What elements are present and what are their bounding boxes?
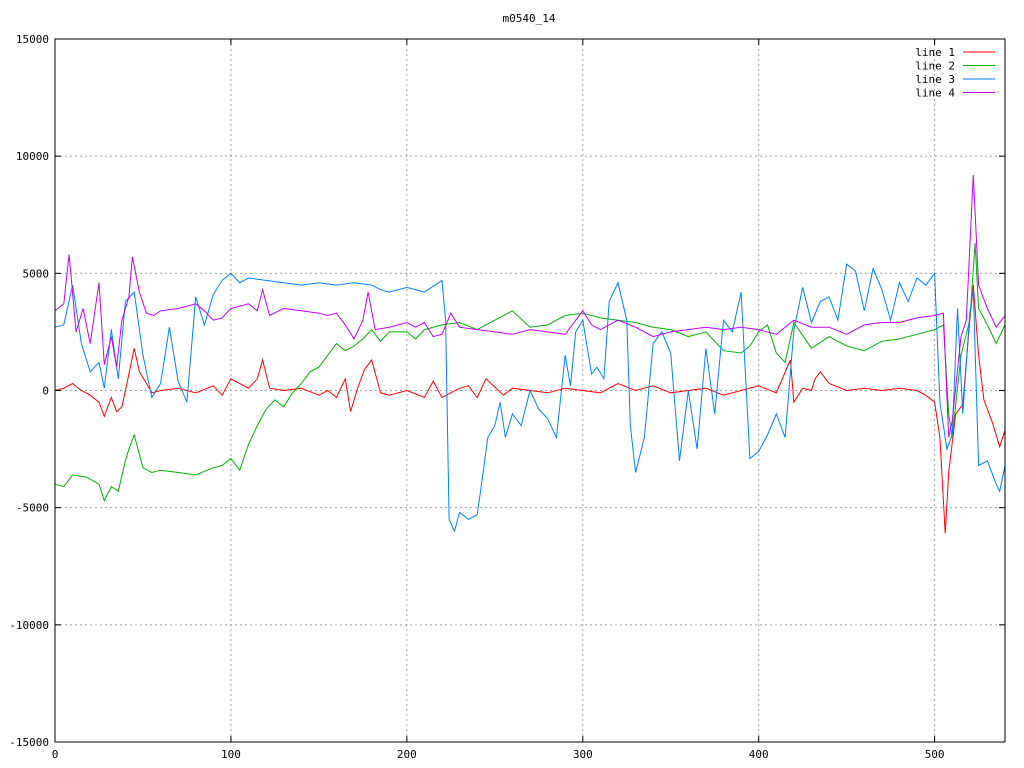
legend-label-1: line 1	[915, 46, 955, 59]
x-tick-label: 100	[221, 748, 241, 761]
x-tick-label: 300	[573, 748, 593, 761]
series-line-1	[54, 285, 1006, 534]
series-line-3	[54, 263, 1006, 533]
legend-label-3: line 3	[915, 73, 955, 86]
grid-lines	[55, 39, 1005, 742]
chart-title: m0540_14	[503, 12, 556, 25]
axis-ticks: -15000 -10000 -5000 0 5000 10000 15000 0 100 200 3…	[9, 33, 1005, 761]
y-tick-label: 10000	[16, 150, 49, 163]
legend-label-2: line 2	[915, 60, 955, 73]
x-tick-label: 500	[925, 748, 945, 761]
y-tick-label: -10000	[9, 619, 49, 632]
series-lines	[54, 174, 1006, 534]
x-tick-label: 200	[397, 748, 417, 761]
y-tick-label: -5000	[16, 502, 49, 515]
legend-label-4: line 4	[915, 87, 955, 100]
x-tick-label: 0	[52, 748, 59, 761]
y-tick-label: 15000	[16, 33, 49, 46]
y-tick-label: 5000	[23, 267, 50, 280]
series-line-2	[54, 242, 1006, 502]
y-tick-label: -15000	[9, 736, 49, 749]
x-tick-label: 400	[749, 748, 769, 761]
series-line-4	[54, 174, 1006, 438]
y-tick-label: 0	[42, 385, 49, 398]
